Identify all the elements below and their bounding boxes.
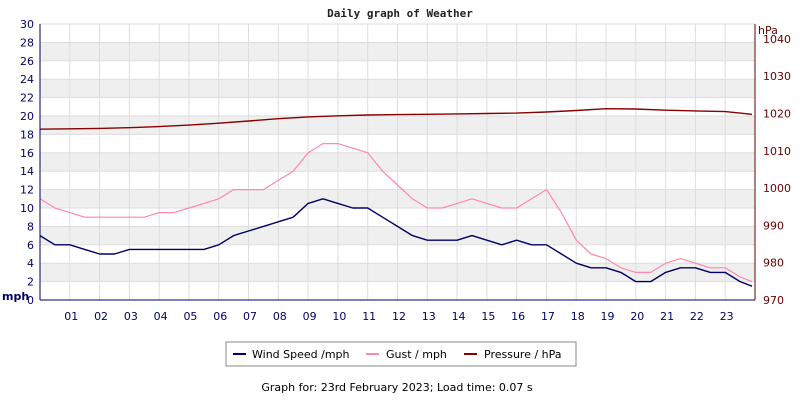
- x-tick-label: 19: [601, 310, 615, 323]
- x-tick-label: 01: [64, 310, 78, 323]
- chart-series: [39, 107, 753, 287]
- y-left-tick-label: 28: [20, 36, 34, 49]
- footer-graph-info: Graph for: 23rd February 2023; Load time…: [261, 381, 533, 394]
- x-tick-label: 18: [571, 310, 585, 323]
- x-tick-label: 23: [720, 310, 734, 323]
- y-left-tick-label: 2: [27, 276, 34, 289]
- chart-axes: 0246810121416182022242628309709809901000…: [20, 18, 791, 323]
- x-tick-label: 09: [303, 310, 317, 323]
- left-axis-unit: mph: [2, 290, 29, 303]
- y-right-tick-label: 970: [763, 294, 784, 307]
- right-axis-unit: hPa: [758, 24, 778, 37]
- y-right-tick-label: 1030: [763, 70, 791, 83]
- x-tick-label: 07: [243, 310, 257, 323]
- series-wind-line: [39, 198, 753, 287]
- x-tick-label: 11: [362, 310, 376, 323]
- x-tick-label: 12: [392, 310, 406, 323]
- y-left-tick-label: 30: [20, 18, 34, 31]
- chart-legend: Wind Speed /mph Gust / mph Pressure / hP…: [225, 341, 577, 367]
- chart-gridlines: [40, 23, 755, 301]
- y-left-tick-label: 6: [27, 239, 34, 252]
- y-left-tick-label: 10: [20, 202, 34, 215]
- x-tick-label: 10: [332, 310, 346, 323]
- x-tick-label: 20: [630, 310, 644, 323]
- x-tick-label: 15: [481, 310, 495, 323]
- y-right-tick-label: 980: [763, 257, 784, 270]
- legend-label-wind: Wind Speed /mph: [252, 348, 350, 361]
- x-tick-label: 13: [422, 310, 436, 323]
- x-tick-label: 14: [452, 310, 466, 323]
- y-left-tick-label: 26: [20, 55, 34, 68]
- y-left-tick-label: 4: [27, 257, 34, 270]
- series-gust-line: [39, 143, 753, 283]
- y-left-tick-label: 14: [20, 165, 34, 178]
- y-left-tick-label: 22: [20, 92, 34, 105]
- legend-label-gust: Gust / mph: [386, 348, 447, 361]
- x-tick-label: 02: [94, 310, 108, 323]
- y-left-tick-label: 0: [27, 294, 34, 307]
- y-left-tick-label: 8: [27, 220, 34, 233]
- x-tick-label: 03: [124, 310, 138, 323]
- x-tick-label: 22: [690, 310, 704, 323]
- x-tick-label: 05: [183, 310, 197, 323]
- y-right-tick-label: 1040: [763, 33, 791, 46]
- x-tick-label: 04: [154, 310, 168, 323]
- y-left-tick-label: 16: [20, 147, 34, 160]
- y-right-tick-label: 1000: [763, 182, 791, 195]
- x-tick-label: 06: [213, 310, 227, 323]
- y-right-tick-label: 1020: [763, 108, 791, 121]
- x-tick-label: 17: [541, 310, 555, 323]
- x-tick-label: 21: [660, 310, 674, 323]
- x-tick-label: 16: [511, 310, 525, 323]
- legend-label-pressure: Pressure / hPa: [484, 348, 562, 361]
- series-pressure-line: [39, 107, 753, 130]
- y-left-tick-label: 18: [20, 128, 34, 141]
- x-tick-label: 08: [273, 310, 287, 323]
- y-left-tick-label: 20: [20, 110, 34, 123]
- y-right-tick-label: 990: [763, 219, 784, 232]
- chart-title: Daily graph of Weather: [327, 7, 473, 20]
- y-left-tick-label: 12: [20, 184, 34, 197]
- legend-box: [225, 341, 577, 367]
- y-right-tick-label: 1010: [763, 145, 791, 158]
- y-left-tick-label: 24: [20, 73, 34, 86]
